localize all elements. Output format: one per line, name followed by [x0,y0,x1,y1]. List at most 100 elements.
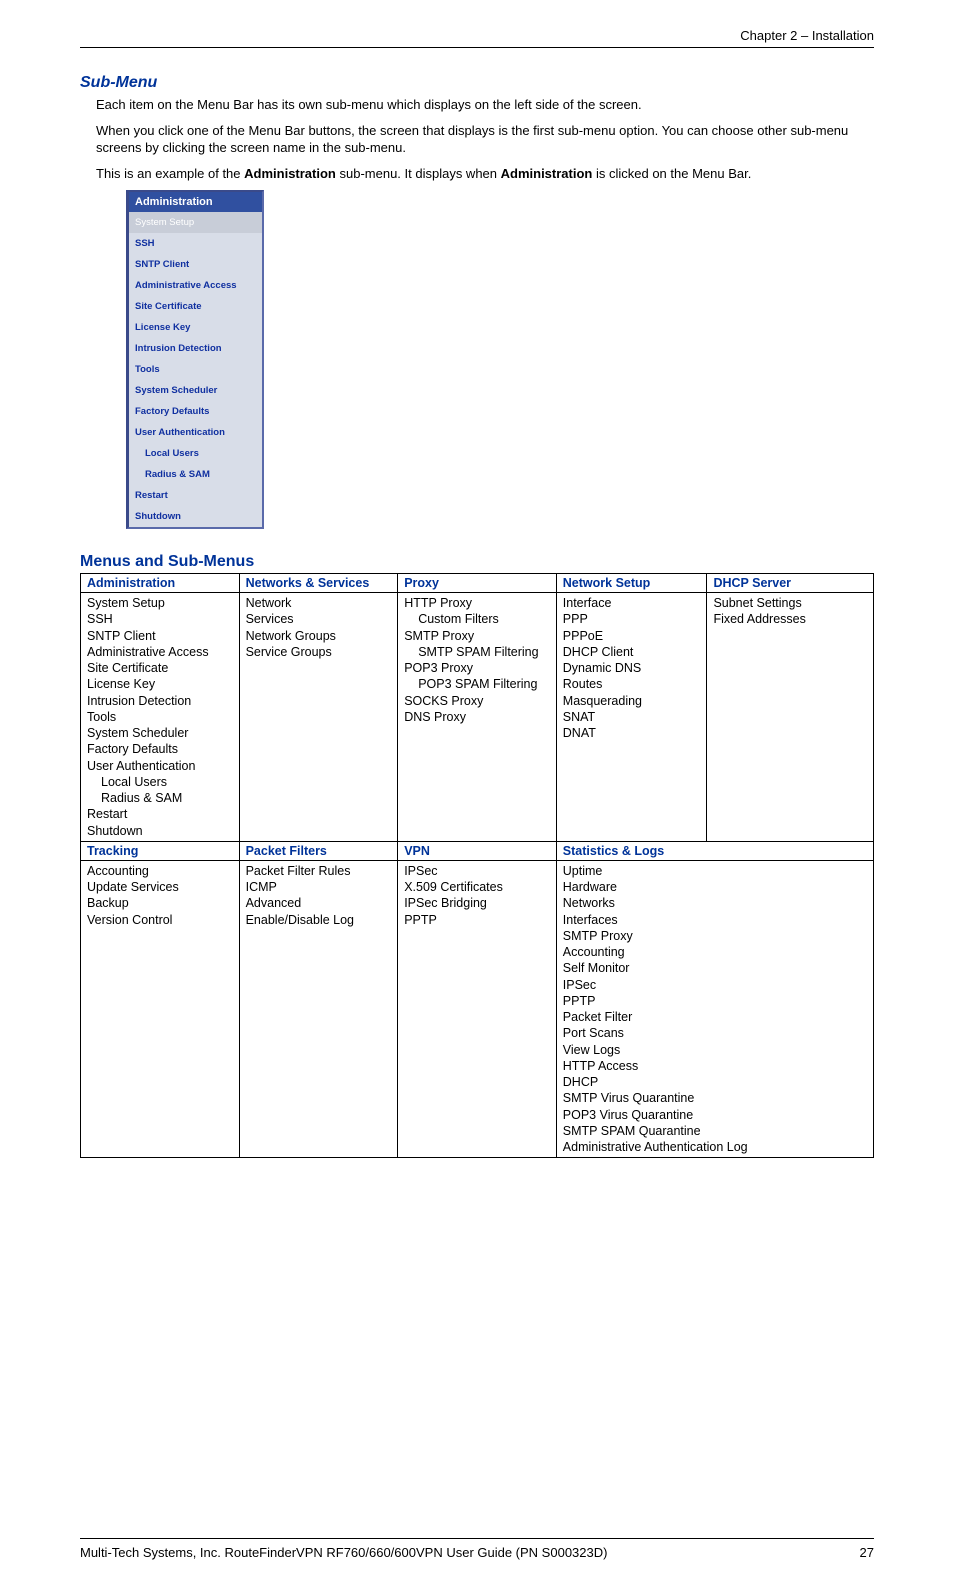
menu-item: SMTP Proxy [404,628,550,644]
menu-item: PPTP [404,912,550,928]
submenu-item[interactable]: Factory Defaults [129,401,262,422]
menu-item: License Key [87,676,233,692]
footer-page: 27 [860,1545,874,1560]
menu-item: Networks [563,895,867,911]
menu-item: Accounting [87,863,233,879]
menu-item: Administrative Access [87,644,233,660]
menu-item: Packet Filter [563,1009,867,1025]
table-cell: Subnet SettingsFixed Addresses [707,593,874,842]
submenu-item[interactable]: SSH [129,233,262,254]
menu-item: POP3 SPAM Filtering [404,676,550,692]
header-rule [80,47,874,48]
table-header: Packet Filters [239,841,398,860]
para-3b: Administration [244,166,336,181]
menu-item: Packet Filter Rules [246,863,392,879]
menu-item: SNAT [563,709,701,725]
submenu-item[interactable]: System Scheduler [129,380,262,401]
menu-item: Backup [87,895,233,911]
table-cell: UptimeHardwareNetworksInterfacesSMTP Pro… [556,860,873,1158]
submenu-item[interactable]: Radius & SAM [129,464,262,485]
menu-item: Uptime [563,863,867,879]
menu-item: User Authentication [87,758,233,774]
menu-item: Shutdown [87,823,233,839]
para-2: When you click one of the Menu Bar butto… [96,122,874,157]
menu-item: HTTP Access [563,1058,867,1074]
menu-item: SMTP Virus Quarantine [563,1090,867,1106]
menu-item: Radius & SAM [87,790,233,806]
menu-item: ICMP [246,879,392,895]
table-cell: InterfacePPPPPPoEDHCP ClientDynamic DNSR… [556,593,707,842]
menu-item: Self Monitor [563,960,867,976]
submenu-item[interactable]: Site Certificate [129,296,262,317]
submenu-item[interactable]: SNTP Client [129,254,262,275]
menu-item: Subnet Settings [713,595,867,611]
menu-item: POP3 Virus Quarantine [563,1107,867,1123]
table-header: Networks & Services [239,574,398,593]
menu-item: X.509 Certificates [404,879,550,895]
submenu-item[interactable]: Restart [129,485,262,506]
menu-item: Enable/Disable Log [246,912,392,928]
table-header: Statistics & Logs [556,841,873,860]
section-title-menus: Menus and Sub-Menus [80,553,874,571]
table-header: DHCP Server [707,574,874,593]
menu-item: System Scheduler [87,725,233,741]
menu-item: Hardware [563,879,867,895]
submenu-item[interactable]: System Setup [129,212,262,233]
submenu-item[interactable]: Intrusion Detection [129,338,262,359]
para-3d: Administration [501,166,593,181]
menu-item: DHCP [563,1074,867,1090]
table-cell: NetworkServicesNetwork GroupsService Gro… [239,593,398,842]
menu-item: Update Services [87,879,233,895]
menu-item: Interface [563,595,701,611]
table-cell: AccountingUpdate ServicesBackupVersion C… [81,860,240,1158]
menu-item: Routes [563,676,701,692]
menu-item: IPSec [563,977,867,993]
section-title-submenu: Sub-Menu [80,74,874,92]
para-1: Each item on the Menu Bar has its own su… [96,96,874,114]
menu-item: Site Certificate [87,660,233,676]
footer: Multi-Tech Systems, Inc. RouteFinderVPN … [80,1545,874,1560]
menu-item: Intrusion Detection [87,693,233,709]
menu-item: Port Scans [563,1025,867,1041]
menu-item: Network [246,595,392,611]
menu-item: Masquerading [563,693,701,709]
submenu-item[interactable]: User Authentication [129,422,262,443]
menu-item: PPP [563,611,701,627]
menu-item: Accounting [563,944,867,960]
table-header: Administration [81,574,240,593]
menu-item: Local Users [87,774,233,790]
menu-item: Advanced [246,895,392,911]
submenu-item[interactable]: Local Users [129,443,262,464]
menu-item: SSH [87,611,233,627]
para-3: This is an example of the Administration… [96,165,874,183]
menu-item: Tools [87,709,233,725]
para-3a: This is an example of the [96,166,244,181]
menu-item: Custom Filters [404,611,550,627]
table-header: Network Setup [556,574,707,593]
table-cell: System SetupSSHSNTP ClientAdministrative… [81,593,240,842]
table-cell: Packet Filter RulesICMPAdvancedEnable/Di… [239,860,398,1158]
menu-item: Services [246,611,392,627]
table-header: Proxy [398,574,557,593]
table-header: Tracking [81,841,240,860]
submenu-item[interactable]: Tools [129,359,262,380]
table-header: VPN [398,841,557,860]
footer-rule [80,1538,874,1539]
menu-item: Administrative Authentication Log [563,1139,867,1155]
menu-item: DNAT [563,725,701,741]
menu-item: Version Control [87,912,233,928]
menu-item: Service Groups [246,644,392,660]
menu-item: Factory Defaults [87,741,233,757]
menu-item: Restart [87,806,233,822]
menu-item: Fixed Addresses [713,611,867,627]
footer-left: Multi-Tech Systems, Inc. RouteFinderVPN … [80,1545,607,1560]
table-cell: HTTP ProxyCustom FiltersSMTP ProxySMTP S… [398,593,557,842]
submenu-item[interactable]: Shutdown [129,506,262,527]
para-3c: sub-menu. It displays when [336,166,501,181]
menu-item: POP3 Proxy [404,660,550,676]
menu-item: HTTP Proxy [404,595,550,611]
menu-item: Dynamic DNS [563,660,701,676]
submenu-item[interactable]: Administrative Access [129,275,262,296]
submenu-item[interactable]: License Key [129,317,262,338]
submenu-panel: Administration System SetupSSHSNTP Clien… [126,190,264,529]
